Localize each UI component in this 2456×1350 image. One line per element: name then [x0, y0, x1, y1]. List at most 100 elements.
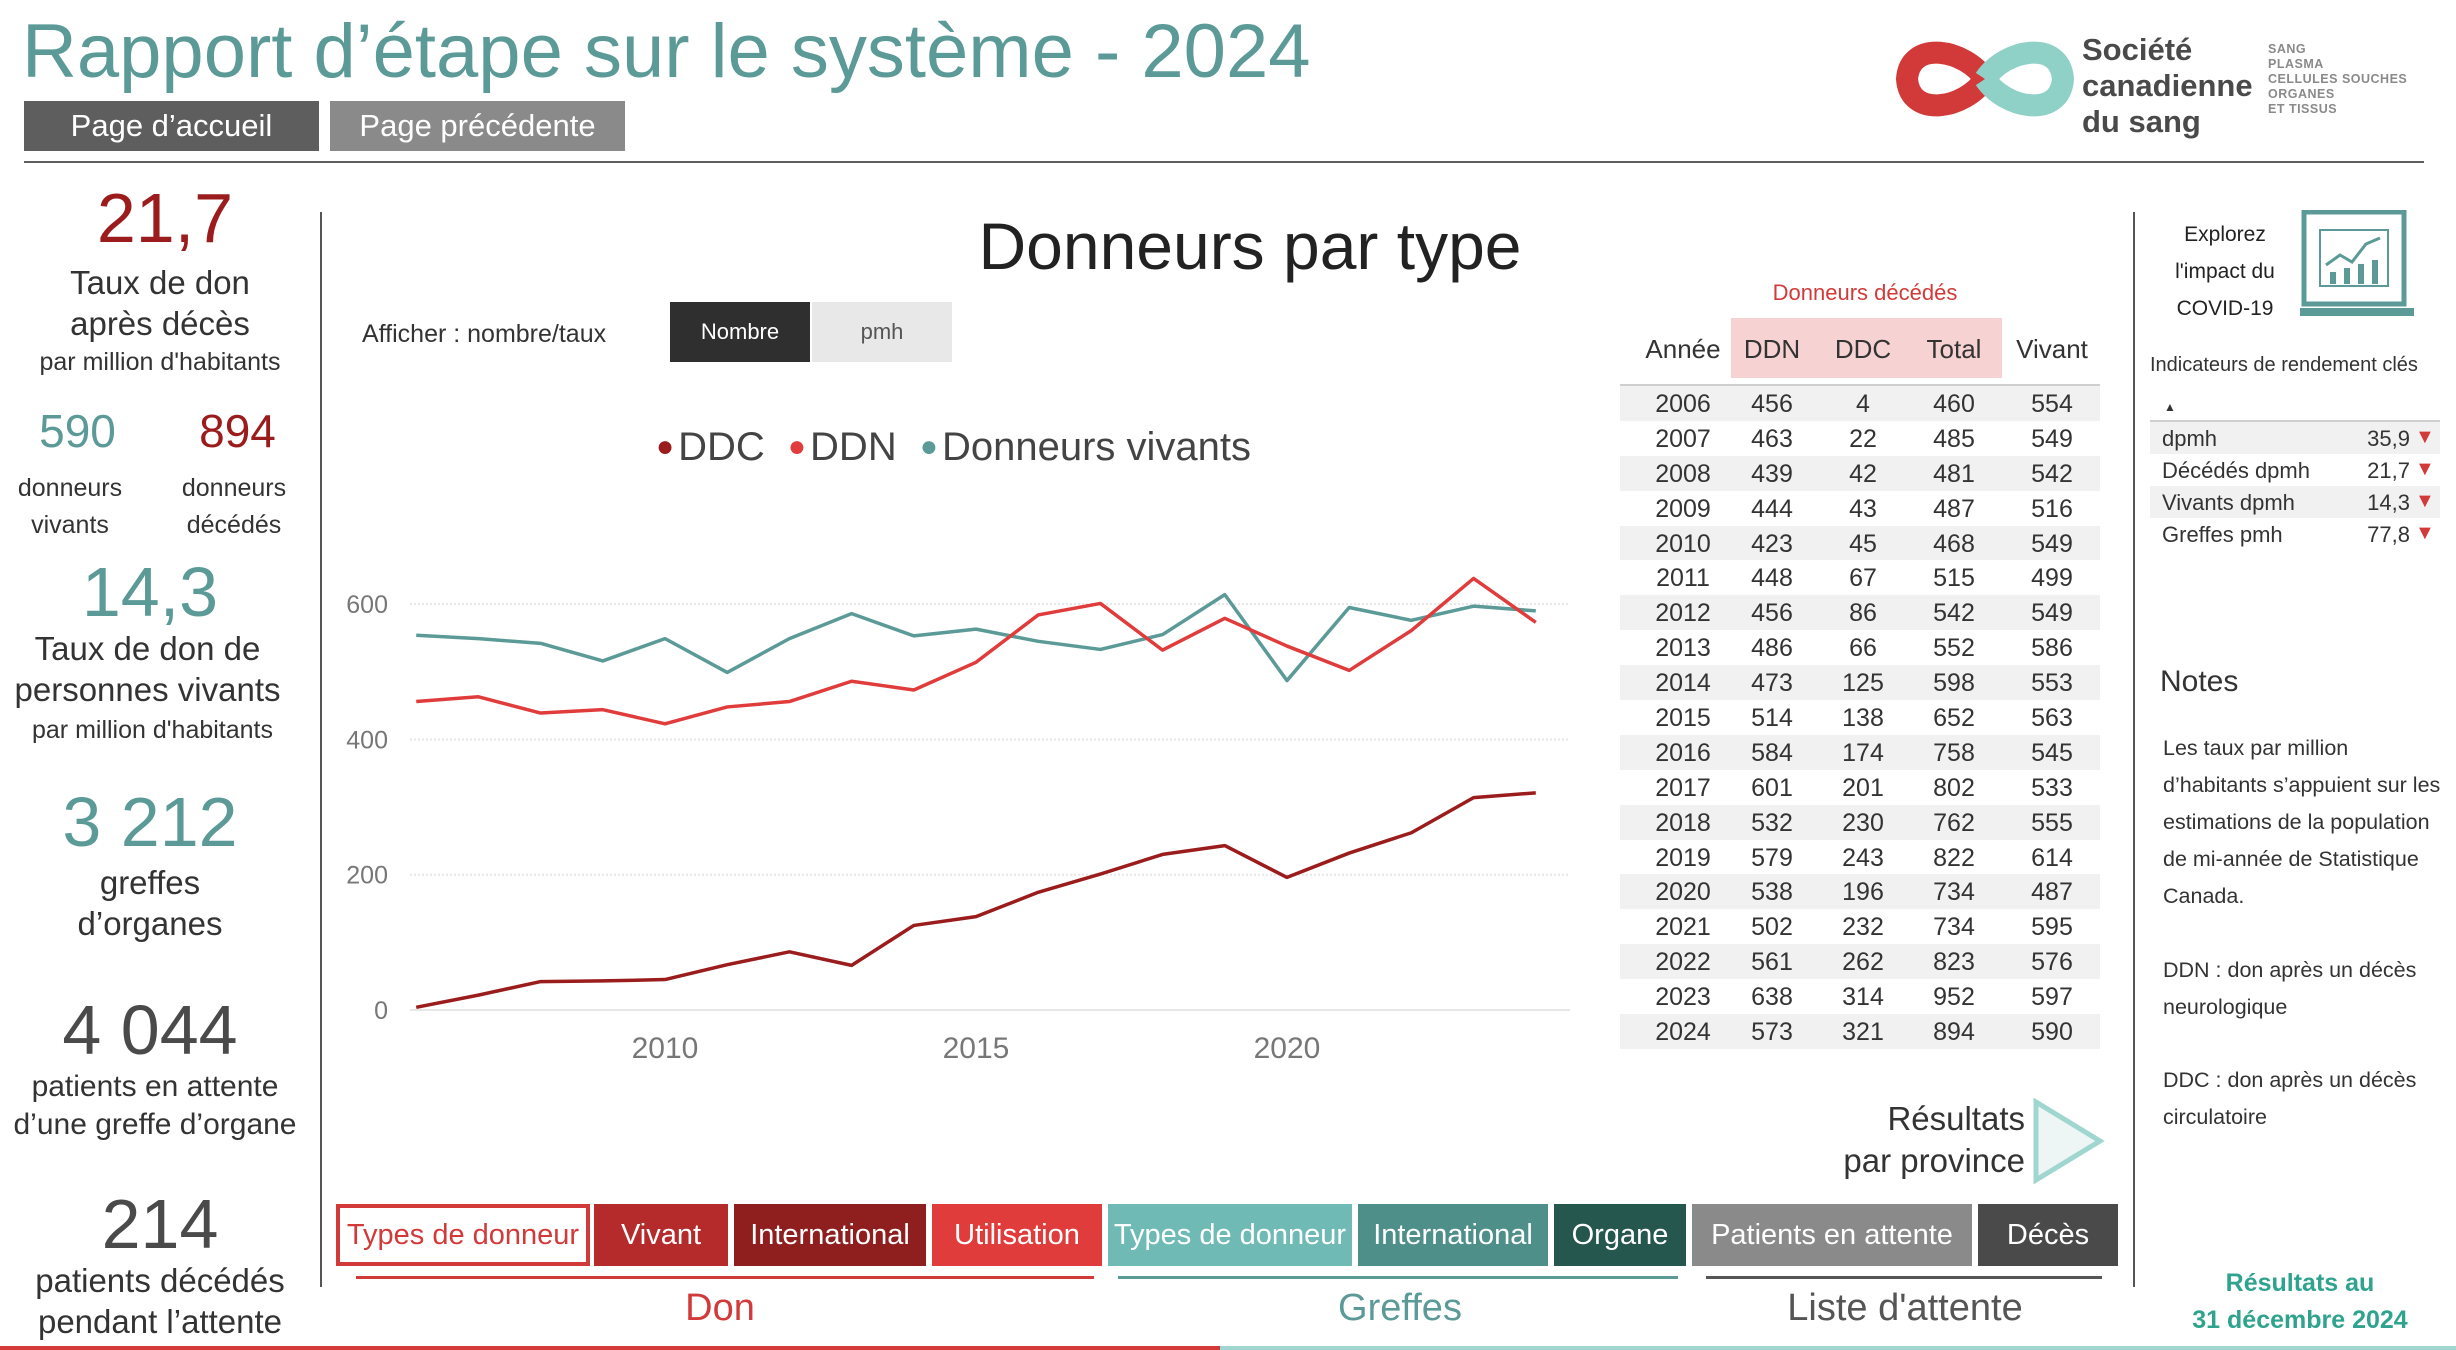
table-row: 2014 473 125 598 553 [1620, 665, 2100, 701]
covid-chart-icon[interactable] [2300, 210, 2415, 322]
toggle-nombre-button[interactable]: Nombre [670, 302, 810, 362]
table-cell: 952 [1933, 983, 1975, 1012]
table-row: 2022 561 262 823 576 [1620, 944, 2100, 980]
group-label-greffes: Greffes [1338, 1287, 1462, 1329]
table-cell: 734 [1933, 878, 1975, 907]
previous-page-button[interactable]: Page précédente [330, 101, 625, 151]
table-row: 2011 448 67 515 499 [1620, 560, 2100, 595]
table-row: 2013 486 66 552 586 [1620, 630, 2100, 665]
table-cell: 230 [1842, 808, 1884, 837]
table-cell: 174 [1842, 738, 1884, 767]
header-divider [24, 161, 2424, 163]
transplants-label: greffes d’organes [77, 864, 223, 942]
legend-dot-icon: ● [919, 430, 938, 463]
table-cell: 463 [1751, 424, 1793, 453]
table-cell: 456 [1751, 390, 1793, 418]
table-cell: 43 [1849, 494, 1877, 523]
table-cell: 533 [2031, 773, 2073, 802]
table-row: 2006 456 4 460 554 [1620, 386, 2100, 421]
trend-down-icon: ▼ [2415, 458, 2435, 480]
deceased-rate-sub: par million d'habitants [39, 348, 281, 376]
kpi-row: Greffes pmh 77,8 ▼ [2162, 522, 2435, 547]
deceased-header-highlight [1731, 318, 2002, 378]
tab-don-international[interactable]: International [734, 1204, 926, 1266]
table-cell: 590 [2031, 1018, 2073, 1047]
tab-don-types-donneur[interactable]: Types de donneur [336, 1204, 590, 1266]
table-cell: 473 [1751, 669, 1793, 698]
table-cell: 2011 [1656, 564, 1710, 593]
table-row: 2017 601 201 802 533 [1620, 770, 2100, 805]
play-arrow-icon[interactable] [2032, 1098, 2108, 1184]
legend-item-ddn[interactable]: ● DDN [787, 425, 897, 469]
footer-rule-red [0, 1346, 1220, 1350]
table-cell: 549 [2031, 599, 2073, 628]
table-body: 2006 456 4 460 554 2007 463 22 485 549 2008 439 42 48… [1620, 386, 2100, 1049]
table-cell: 460 [1933, 390, 1975, 418]
table-cell: 232 [1842, 913, 1884, 942]
table-row: 2016 584 174 758 545 [1620, 734, 2100, 770]
table-row: 2007 463 22 485 549 [1620, 421, 2100, 456]
covid-link-text[interactable]: Explorez l'impact du COVID-19 [2175, 223, 2275, 320]
col-annee: Année [1645, 334, 1721, 364]
table-row: 2012 456 86 542 549 [1620, 595, 2100, 631]
series-line-ddn[interactable] [416, 576, 1537, 726]
province-results-link[interactable]: Résultats par province [1843, 1100, 2025, 1179]
tab-deces[interactable]: Décès [1978, 1204, 2118, 1266]
table-cell: 595 [2031, 913, 2073, 942]
notes-title: Notes [2160, 665, 2239, 698]
kpi-row: Décédés dpmh 21,7 ▼ [2162, 458, 2435, 483]
table-cell: 561 [1751, 948, 1793, 977]
series-line-donneurs-vivants[interactable] [416, 592, 1536, 683]
col-ddn: DDN [1743, 334, 1801, 364]
table-cell: 42 [1849, 459, 1877, 488]
toggle-pmh-button[interactable]: pmh [812, 302, 952, 362]
tab-greffes-international[interactable]: International [1358, 1204, 1548, 1266]
table-row: 2015 514 138 652 563 [1620, 700, 2100, 735]
legend-dot-icon: ● [656, 430, 675, 463]
table-cell: 553 [2031, 669, 2073, 698]
legend-item-vivants[interactable]: ● Donneurs vivants [919, 425, 1252, 469]
deceased-donors-label: donneurs décédés [181, 474, 287, 539]
table-cell: 822 [1933, 843, 1975, 872]
table-cell: 86 [1849, 599, 1877, 628]
group-rule-attente [1706, 1276, 2102, 1279]
tab-greffes-organe[interactable]: Organe [1554, 1204, 1686, 1266]
table-cell: 579 [1751, 843, 1793, 872]
table-cell: 487 [2031, 878, 2073, 907]
table-cell: 2020 [1655, 878, 1711, 907]
table-header: Année DDN DDC Total Vivant [1620, 318, 2100, 378]
table-cell: 2009 [1655, 494, 1711, 523]
tab-don-utilisation[interactable]: Utilisation [932, 1204, 1102, 1266]
table-cell: 598 [1933, 669, 1975, 698]
table-cell: 762 [1933, 808, 1975, 837]
deceased-rate-value: 21,7 [96, 179, 234, 257]
x-tick-label: 2015 [943, 1032, 1010, 1065]
tab-patients-en-attente[interactable]: Patients en attente [1692, 1204, 1972, 1266]
table-cell: 2012 [1655, 599, 1711, 628]
toggle-label: Afficher : nombre/taux [362, 320, 607, 348]
sort-up-icon[interactable]: ▲ [2164, 400, 2176, 414]
col-ddc: DDC [1834, 334, 1892, 364]
deceased-donors-value: 894 [199, 405, 276, 457]
table-cell: 487 [1933, 494, 1975, 523]
series-line-ddc[interactable] [415, 791, 1536, 1010]
table-cell: 516 [2031, 494, 2073, 523]
table-cell: 444 [1751, 494, 1793, 523]
group-label-attente: Liste d'attente [1787, 1287, 2023, 1329]
living-donors-label: donneurs vivants [17, 474, 123, 539]
table-cell: 2017 [1655, 773, 1711, 802]
legend-item-ddc[interactable]: ● DDC [656, 425, 765, 469]
y-tick-label: 200 [346, 862, 388, 890]
y-tick-label: 600 [346, 591, 388, 619]
tab-greffes-types-donneur[interactable]: Types de donneur [1108, 1204, 1352, 1266]
table-cell: 138 [1842, 704, 1884, 733]
table-cell: 601 [1751, 773, 1793, 802]
table-cell: 545 [2031, 738, 2073, 767]
table-cell: 538 [1751, 878, 1793, 907]
note-rates: Les taux par million d’habitants s’appui… [2163, 736, 2441, 908]
table-cell: 201 [1842, 773, 1884, 802]
tab-don-vivant[interactable]: Vivant [594, 1204, 728, 1266]
table-cell: 515 [1933, 564, 1975, 593]
home-button[interactable]: Page d’accueil [24, 101, 319, 151]
table-row: 2020 538 196 734 487 [1620, 874, 2100, 910]
